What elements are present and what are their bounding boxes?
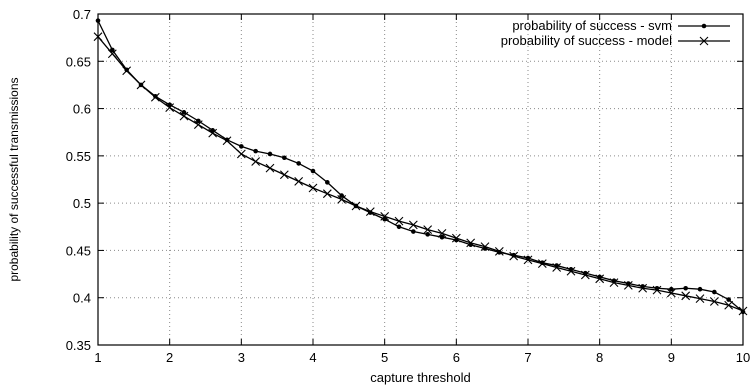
legend: probability of success - svm probability…	[501, 18, 730, 48]
data-point	[236, 149, 246, 159]
data-point	[437, 229, 447, 238]
data-point	[107, 49, 117, 59]
data-point	[239, 144, 244, 149]
data-point	[726, 297, 731, 302]
data-point	[509, 251, 519, 261]
y-tick-label: 0.65	[66, 54, 91, 69]
data-point	[322, 189, 332, 199]
data-point	[681, 291, 691, 301]
y-tick-label: 0.45	[66, 243, 91, 258]
data-point	[523, 255, 533, 265]
data-point	[110, 47, 115, 53]
data-point	[425, 232, 430, 237]
data-point	[683, 285, 688, 291]
data-point	[423, 225, 433, 235]
x-tick-label: 2	[166, 350, 173, 365]
legend-marker	[701, 23, 707, 29]
series-model	[93, 32, 748, 316]
x-tick-label: 3	[238, 350, 245, 365]
data-point	[179, 111, 189, 121]
series-line	[97, 20, 744, 313]
data-point	[480, 242, 490, 252]
data-point	[193, 120, 203, 130]
axis-ticks: 1 2 3 4 5 6 7 8 9 10 0.35 0.4 0.45 0.5 0.55 0.6 0.65 0.7	[66, 7, 751, 365]
data-point	[308, 183, 318, 193]
data-point	[279, 170, 289, 180]
data-point	[595, 274, 605, 284]
data-point	[165, 103, 175, 113]
series-layer	[93, 18, 748, 316]
data-point	[411, 229, 416, 234]
data-point	[325, 180, 330, 185]
data-point	[552, 263, 562, 272]
x-tick-label: 9	[668, 350, 675, 365]
data-point	[351, 201, 361, 211]
data-point	[652, 285, 662, 295]
data-point	[394, 216, 404, 226]
data-point	[408, 220, 418, 230]
data-point	[339, 193, 344, 198]
data-point	[695, 294, 705, 304]
data-point	[136, 80, 146, 90]
x-tick-label: 10	[736, 350, 750, 365]
x-tick-label: 5	[381, 350, 388, 365]
data-point	[451, 233, 461, 243]
data-point	[181, 110, 187, 115]
x-tick-label: 6	[453, 350, 460, 365]
data-point	[623, 281, 633, 290]
x-tick-label: 7	[524, 350, 531, 365]
data-point	[580, 270, 590, 280]
data-point	[439, 234, 445, 240]
legend-label-svm: probability of success - svm	[512, 18, 672, 33]
data-point	[724, 300, 734, 310]
y-tick-label: 0.7	[73, 7, 91, 22]
y-tick-label: 0.35	[66, 338, 91, 353]
data-point	[208, 128, 218, 138]
x-tick-label: 8	[596, 350, 603, 365]
data-point	[122, 66, 132, 76]
data-point	[709, 297, 719, 306]
data-point	[150, 92, 160, 102]
data-point	[282, 155, 287, 161]
data-point	[310, 168, 316, 174]
data-point	[609, 278, 619, 287]
data-point	[697, 286, 703, 292]
data-point	[365, 207, 375, 217]
grid	[97, 13, 744, 346]
y-tick-label: 0.55	[66, 149, 91, 164]
data-point	[222, 136, 232, 146]
plot-border	[97, 13, 744, 346]
data-point	[669, 286, 674, 292]
data-point	[265, 163, 275, 173]
y-axis-label: probability of successful transmissions	[7, 77, 21, 281]
data-point	[494, 246, 504, 256]
data-point	[566, 266, 576, 276]
data-point	[380, 211, 390, 221]
data-point	[466, 238, 476, 248]
series-line	[97, 36, 744, 312]
data-point	[251, 157, 261, 166]
data-point	[294, 177, 304, 186]
y-tick-label: 0.5	[73, 196, 91, 211]
data-point	[712, 289, 717, 295]
data-point	[638, 283, 648, 293]
data-point	[337, 194, 347, 204]
data-point	[296, 161, 301, 166]
data-point	[396, 224, 402, 230]
x-axis-label: capture threshold	[370, 370, 470, 385]
x-tick-label: 1	[94, 350, 101, 365]
legend-marker	[699, 36, 709, 46]
data-point	[267, 151, 273, 157]
y-tick-label: 0.4	[73, 291, 91, 306]
data-point	[196, 118, 201, 124]
y-tick-label: 0.6	[73, 102, 91, 117]
series-svm	[95, 18, 746, 315]
data-point	[537, 259, 547, 269]
x-tick-label: 4	[309, 350, 316, 365]
legend-label-model: probability of success - model	[501, 33, 672, 48]
plot-frame	[97, 13, 744, 346]
data-point	[253, 148, 258, 154]
data-point	[666, 288, 676, 298]
